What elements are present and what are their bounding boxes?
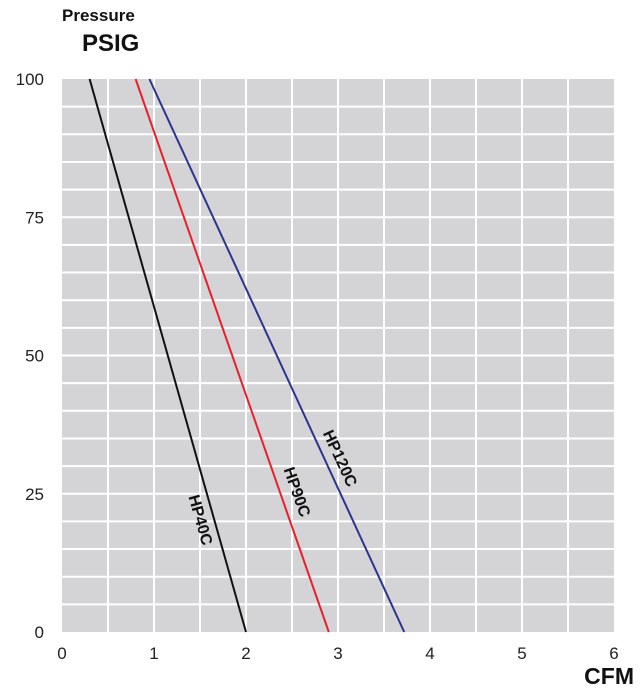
x-axis-title: CFM [584, 663, 634, 689]
series-line-hp90c [134, 78, 330, 633]
series-line-hp40c [88, 78, 247, 633]
y-tick-label: 100 [16, 70, 44, 89]
x-tick-label: 2 [241, 644, 250, 663]
y-tick-label: 25 [25, 485, 44, 504]
y-tick-label: 50 [25, 347, 44, 366]
y-axis-title-top: Pressure [62, 6, 135, 25]
y-axis-title: PSIG [82, 30, 140, 57]
y-tick-label: 75 [25, 208, 44, 227]
x-tick-label: 1 [149, 644, 158, 663]
series-line-hp120c [148, 78, 406, 633]
x-tick-label: 6 [609, 644, 618, 663]
y-tick-label: 0 [35, 623, 44, 642]
x-tick-label: 3 [333, 644, 342, 663]
x-tick-label: 0 [57, 644, 66, 663]
x-tick-label: 5 [517, 644, 526, 663]
x-tick-label: 4 [425, 644, 434, 663]
